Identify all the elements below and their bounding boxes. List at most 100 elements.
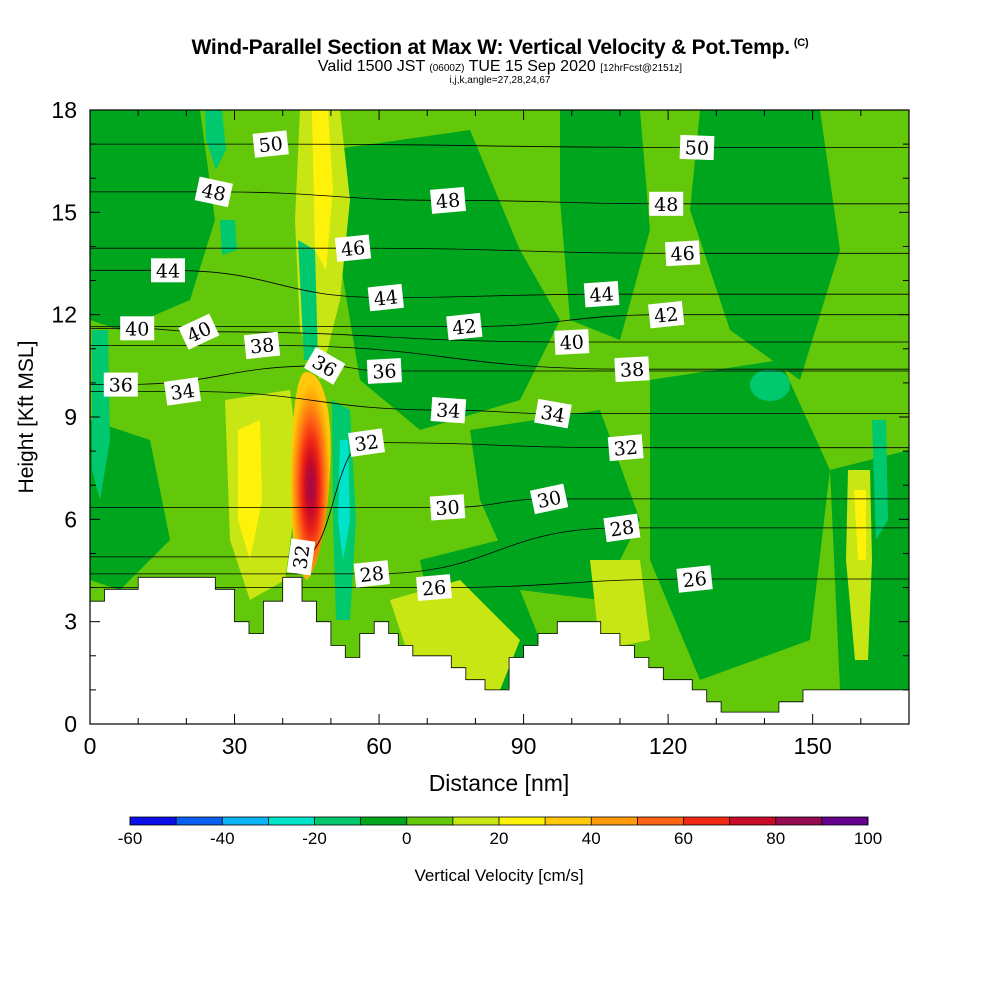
contour-label-box	[303, 346, 346, 385]
contour-label-box	[252, 130, 289, 158]
contour-label-box	[416, 574, 452, 602]
contour-label-text: 50	[258, 133, 284, 157]
contour-label: 46	[334, 234, 372, 262]
contour-label: 32	[607, 434, 644, 462]
y-tick-label: 9	[64, 404, 77, 430]
colorbar-tick-label: 80	[766, 829, 785, 848]
colorbar-segment	[545, 817, 592, 825]
y-tick-label: 6	[64, 506, 77, 532]
colorbar-segment	[591, 817, 638, 825]
contour-label-text: 48	[654, 194, 678, 216]
x-tick-label: 60	[366, 733, 392, 759]
weak-downdraft	[872, 420, 888, 540]
updraft-region	[312, 110, 333, 270]
contour-label-box	[430, 186, 466, 214]
isentrope-30	[90, 498, 909, 508]
contour-label-box	[664, 240, 701, 267]
contour-label-box	[243, 331, 281, 360]
contour-label-box	[529, 483, 569, 515]
contour-label-text: 28	[359, 563, 385, 587]
colorbar-segment	[130, 817, 177, 825]
contour-label-box	[120, 316, 155, 341]
weak-downdraft	[92, 330, 110, 500]
weak-downdraft	[750, 369, 790, 401]
contour-label-box	[614, 356, 650, 383]
contour-label: 32	[347, 428, 386, 457]
contour-label-box	[649, 191, 684, 216]
colorbar-segment	[314, 817, 361, 825]
contour-label-box	[603, 513, 641, 543]
colorbar-segment	[775, 817, 822, 825]
contour-label-text: 40	[559, 331, 584, 354]
contour-label-text: 34	[539, 402, 567, 428]
contour-label: 34	[534, 398, 572, 429]
downdraft-band	[338, 440, 350, 560]
contour-label-box	[554, 329, 590, 355]
colorbar-segment	[176, 817, 223, 825]
contour-label-text: 48	[199, 180, 227, 207]
contour-label: 30	[529, 483, 569, 515]
terrain-fill	[89, 576, 910, 725]
contour-label-text: 42	[451, 315, 477, 339]
contour-label: 42	[446, 312, 483, 341]
downdraft-region	[560, 110, 650, 340]
contour-label-text: 44	[589, 283, 615, 307]
contour-label-box	[429, 494, 466, 521]
colorbar-segment	[637, 817, 684, 825]
contour-label: 44	[151, 258, 185, 283]
colorbar-segment	[222, 817, 269, 825]
contour-label-text: 26	[421, 577, 447, 601]
colorbar-tick-label: 40	[582, 829, 601, 848]
contour-label-box	[607, 434, 644, 462]
colorbar-label: Vertical Velocity [cm/s]	[414, 866, 583, 885]
contour-label-text: 30	[435, 497, 461, 521]
colorbar-segment	[406, 817, 453, 825]
contour-label: 38	[243, 331, 281, 360]
downdraft-region	[330, 130, 560, 430]
contour-label-text: 38	[249, 334, 275, 358]
contour-label-box	[648, 300, 685, 329]
contour-label-box	[194, 176, 233, 208]
updraft-core	[290, 372, 331, 580]
contour-label-text: 28	[609, 516, 636, 541]
contour-label-box	[534, 398, 572, 429]
contour-label-text: 36	[109, 375, 133, 397]
isentrope-32	[90, 442, 909, 558]
colorbar-segment	[499, 817, 546, 825]
contour-label-text: 40	[125, 318, 149, 340]
weak-downdraft	[205, 110, 226, 170]
colorbar-tick-label: -60	[118, 829, 143, 848]
colorbar-segment	[729, 817, 776, 825]
contour-label: 28	[603, 513, 641, 543]
contour-label-box	[163, 377, 202, 406]
chart-title: Wind-Parallel Section at Max W: Vertical…	[191, 36, 809, 59]
x-tick-label: 30	[222, 733, 248, 759]
contour-label-box	[446, 312, 483, 341]
contour-label-text: 32	[613, 437, 639, 461]
contour-label-text: 48	[435, 189, 461, 213]
contour-label-box	[178, 313, 220, 350]
contour-label-box	[583, 281, 620, 308]
isentrope-28	[90, 527, 909, 575]
colorbar-segment	[268, 817, 315, 825]
contour-label: 40	[120, 316, 155, 341]
contour-label: 44	[367, 283, 404, 312]
contour-label: 50	[252, 130, 289, 158]
isentrope-42	[90, 314, 909, 328]
contour-label-box	[366, 358, 403, 384]
contour-label: 26	[416, 574, 452, 602]
isentrope-26	[90, 578, 909, 589]
contour-label-text: 30	[535, 487, 563, 514]
downdraft-region	[690, 110, 840, 380]
contour-label: 48	[649, 191, 684, 216]
contour-label-text: 38	[619, 359, 644, 382]
updraft-region	[854, 490, 866, 560]
contour-label-box	[367, 283, 404, 312]
x-tick-label: 0	[84, 733, 97, 759]
y-tick-label: 12	[51, 302, 77, 328]
contour-label-box	[151, 258, 185, 283]
contour-label: 28	[353, 560, 390, 588]
